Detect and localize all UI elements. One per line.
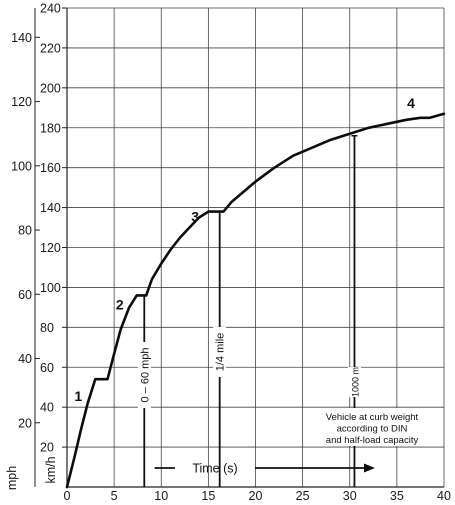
- y-tick-label: 40: [40, 401, 54, 415]
- mph-tick-label: 20: [18, 416, 32, 430]
- x-tick-label: 30: [343, 489, 357, 503]
- mph-tick-label: 40: [18, 352, 32, 366]
- y-tick-label: 200: [40, 81, 61, 95]
- y-tick-label: 240: [40, 2, 61, 16]
- x-tick-label: 25: [296, 489, 310, 503]
- x-tick-label: 5: [111, 489, 118, 503]
- note-line: Vehicle at curb weight: [326, 412, 419, 423]
- mph-tick-label: 120: [11, 95, 32, 109]
- gear-label: 2: [116, 296, 124, 312]
- markers: 0 – 60 mph 1/4 mile 1000 m: [137, 134, 361, 487]
- x-tick-label: 20: [249, 489, 263, 503]
- y-tick-label: 100: [40, 281, 61, 295]
- note-background: [312, 408, 442, 446]
- y-tick-label: 140: [40, 201, 61, 215]
- x-tick-label: 35: [390, 489, 404, 503]
- x-axis-title: Time (s): [192, 462, 237, 476]
- note-line: according to DIN: [337, 424, 408, 435]
- tick-labels: 0 5 10 15 20 25 30 35 40204060801001201401601802…: [5, 2, 451, 504]
- mph-tick-label: 80: [18, 224, 32, 238]
- y-tick-label: 220: [40, 41, 61, 55]
- x-tick-label: 15: [201, 489, 215, 503]
- gear-label: 1: [74, 388, 82, 404]
- time-arrowhead: [364, 463, 375, 473]
- x-tick-label: 0: [64, 489, 71, 503]
- x-tick-label: 10: [154, 489, 168, 503]
- axes: [34, 7, 444, 488]
- y-tick-label: 20: [40, 441, 54, 455]
- mph-tick-label: 140: [11, 31, 32, 45]
- note-line: and half-load capacity: [326, 435, 419, 446]
- mph-unit-label: mph: [5, 466, 19, 490]
- acceleration-curve: [65, 112, 446, 489]
- marker-label: 1000 m: [350, 367, 360, 397]
- marker-label: 1/4 mile: [215, 333, 227, 372]
- marker-label-bg: [137, 342, 151, 408]
- annotations: Time (s) Vehicle at curb weightaccording …: [74, 95, 442, 476]
- marker-label-bg: [213, 327, 227, 377]
- mph-tick-label: 100: [11, 159, 32, 173]
- y-tick-label: 60: [40, 361, 54, 375]
- grid: [67, 7, 445, 487]
- marker-label: 0 – 60 mph: [139, 347, 151, 402]
- mph-tick-label: 60: [18, 288, 32, 302]
- marker-label-bg: [347, 367, 361, 397]
- series: [65, 112, 446, 489]
- kmh-unit-label: km/h: [44, 456, 58, 483]
- y-tick-label: 180: [40, 121, 61, 135]
- gear-label: 4: [407, 95, 415, 111]
- gear-label: 3: [191, 209, 199, 225]
- y-tick-label: 120: [40, 241, 61, 255]
- x-tick-label: 40: [437, 489, 451, 503]
- y-tick-label: 160: [40, 161, 61, 175]
- y-tick-label: 80: [40, 321, 54, 335]
